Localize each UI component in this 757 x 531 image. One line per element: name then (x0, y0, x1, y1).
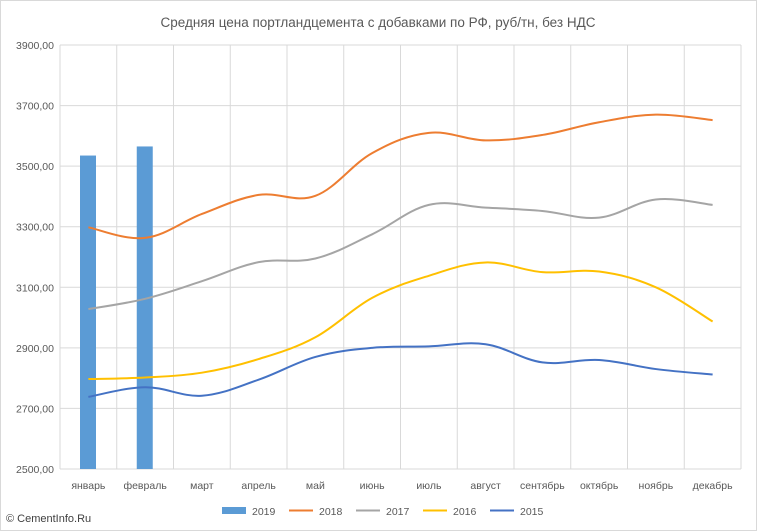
x-tick-label: октябрь (580, 480, 619, 492)
x-tick-label: май (306, 480, 325, 492)
x-tick-label: сентябрь (520, 480, 565, 492)
legend-label: 2016 (453, 506, 477, 518)
y-tick-label: 2500,00 (16, 464, 54, 476)
bar (80, 155, 96, 470)
legend-swatch (222, 507, 246, 514)
x-tick-label: декабрь (693, 480, 733, 492)
y-tick-label: 3300,00 (16, 222, 54, 234)
x-tick-label: январь (71, 480, 106, 492)
legend-label: 2018 (319, 506, 343, 518)
legend-label: 2017 (386, 506, 410, 518)
x-tick-label: август (470, 480, 501, 492)
x-tick-label: июнь (360, 480, 386, 492)
y-tick-label: 2900,00 (16, 343, 54, 355)
x-tick-label: июль (416, 480, 442, 492)
y-tick-label: 3500,00 (16, 161, 54, 173)
copyright-text: © CementInfo.Ru (6, 513, 92, 525)
series-line (88, 197, 713, 311)
series-line (88, 342, 713, 398)
chart-title: Средняя цена портландцемента с добавками… (161, 15, 596, 30)
y-tick-label: 2700,00 (16, 403, 54, 415)
series-line (88, 261, 714, 381)
legend-label: 2015 (520, 506, 544, 518)
x-tick-label: ноябрь (639, 480, 674, 492)
gridlines (59, 44, 742, 470)
line-series (88, 113, 714, 398)
y-tick-label: 3900,00 (16, 40, 54, 52)
x-axis: январь февраль март апрель май июнь июль август… (71, 480, 733, 492)
bar (136, 146, 153, 469)
copyright-footer: © CementInfo.Ru (6, 513, 91, 525)
x-tick-label: март (190, 480, 214, 492)
series-line (88, 113, 713, 240)
legend: 2019 2018 2017 2016 2015 (222, 506, 544, 518)
legend-label: 2019 (252, 506, 276, 518)
y-tick-label: 3100,00 (16, 282, 54, 294)
y-axis: 2500,00 2700,00 2900,00 3100,00 3300,00 3500,… (16, 40, 54, 476)
x-tick-label: апрель (241, 480, 276, 492)
y-tick-label: 3700,00 (16, 101, 54, 113)
x-tick-label: февраль (123, 480, 167, 492)
